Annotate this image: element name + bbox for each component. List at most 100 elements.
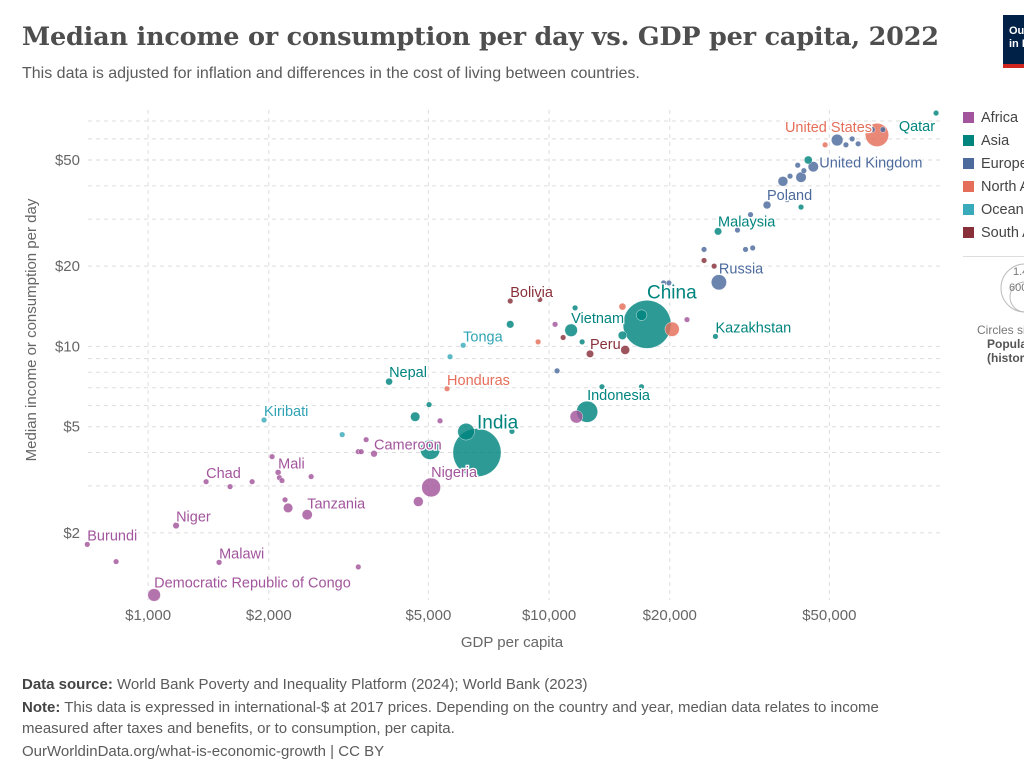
- data-point[interactable]: [113, 558, 120, 565]
- data-point[interactable]: [855, 140, 862, 147]
- data-point[interactable]: [278, 477, 285, 484]
- data-point[interactable]: [413, 496, 424, 507]
- data-point[interactable]: [457, 423, 475, 441]
- point-kiribati[interactable]: [261, 416, 268, 423]
- data-point[interactable]: [355, 563, 362, 570]
- y-tick-label: $2: [63, 525, 80, 542]
- data-point[interactable]: [552, 321, 559, 328]
- data-point[interactable]: [620, 345, 630, 355]
- data-point[interactable]: [447, 353, 454, 360]
- data-point[interactable]: [849, 135, 856, 142]
- data-point[interactable]: [684, 316, 691, 323]
- data-point[interactable]: [617, 330, 627, 340]
- data-point[interactable]: [665, 279, 672, 286]
- data-point[interactable]: [804, 155, 813, 165]
- data-point[interactable]: [831, 133, 844, 147]
- data-point[interactable]: [742, 246, 749, 253]
- data-point[interactable]: [756, 218, 763, 225]
- data-point[interactable]: [664, 321, 680, 337]
- point-niger[interactable]: [172, 522, 180, 530]
- data-point[interactable]: [794, 162, 801, 169]
- data-point[interactable]: [711, 263, 718, 270]
- data-point[interactable]: [283, 502, 294, 513]
- legend-item-asia[interactable]: Asia: [963, 129, 1024, 152]
- point-peru[interactable]: [586, 349, 594, 358]
- data-point[interactable]: [426, 401, 433, 408]
- chart-subtitle: This data is adjusted for inflation and …: [22, 65, 640, 82]
- data-point[interactable]: [420, 439, 441, 460]
- data-point[interactable]: [569, 410, 584, 424]
- point-malawi[interactable]: [216, 559, 223, 566]
- data-point[interactable]: [339, 431, 346, 438]
- point-label: Vietnam: [571, 311, 624, 327]
- data-point[interactable]: [618, 302, 627, 311]
- point-kazakhstan[interactable]: [712, 333, 719, 340]
- data-point[interactable]: [506, 320, 515, 329]
- data-point[interactable]: [572, 304, 579, 311]
- data-point[interactable]: [308, 473, 315, 480]
- data-point[interactable]: [282, 496, 289, 503]
- data-point[interactable]: [783, 196, 790, 203]
- point-label: Chad: [206, 466, 241, 482]
- data-point[interactable]: [269, 453, 276, 460]
- point-chad[interactable]: [203, 478, 210, 485]
- data-point[interactable]: [638, 383, 645, 390]
- data-point[interactable]: [579, 338, 586, 345]
- data-point[interactable]: [734, 227, 741, 234]
- data-point[interactable]: [363, 436, 370, 443]
- data-point[interactable]: [249, 478, 256, 485]
- point-poland[interactable]: [762, 200, 772, 210]
- data-point[interactable]: [636, 309, 648, 321]
- data-point[interactable]: [227, 483, 234, 490]
- legend-item-south-america[interactable]: South America: [963, 221, 1024, 244]
- data-point[interactable]: [798, 204, 805, 211]
- point-china[interactable]: [622, 300, 672, 349]
- point-tanzania[interactable]: [301, 509, 313, 521]
- data-point[interactable]: [869, 126, 876, 133]
- data-point[interactable]: [508, 428, 515, 435]
- data-point[interactable]: [358, 448, 365, 455]
- point-nepal[interactable]: [385, 377, 393, 386]
- point-malaysia[interactable]: [714, 227, 722, 236]
- point-india[interactable]: [452, 428, 502, 477]
- data-point[interactable]: [800, 167, 807, 174]
- point-honduras[interactable]: [444, 385, 451, 392]
- data-point[interactable]: [842, 141, 849, 148]
- data-point[interactable]: [822, 141, 829, 148]
- legend-item-oceania[interactable]: Oceania: [963, 198, 1024, 221]
- legend-item-africa[interactable]: Africa: [963, 106, 1024, 129]
- license-link[interactable]: | CC BY: [330, 743, 385, 760]
- point-tonga[interactable]: [460, 342, 467, 349]
- point-label: Malawi: [219, 547, 264, 563]
- data-point[interactable]: [598, 383, 605, 390]
- data-point[interactable]: [554, 367, 561, 374]
- data-point[interactable]: [535, 338, 542, 345]
- point-russia[interactable]: [711, 274, 727, 291]
- data-point[interactable]: [701, 257, 708, 264]
- point-united-kingdom[interactable]: [807, 161, 819, 173]
- data-point[interactable]: [879, 126, 886, 133]
- data-point[interactable]: [701, 246, 708, 253]
- data-point[interactable]: [777, 176, 789, 187]
- point-cameroon[interactable]: [370, 450, 378, 458]
- point-qatar[interactable]: [933, 110, 940, 117]
- data-point[interactable]: [536, 296, 543, 303]
- data-point[interactable]: [410, 411, 421, 422]
- point-nigeria[interactable]: [421, 477, 441, 498]
- data-point[interactable]: [747, 211, 754, 218]
- point-burundi[interactable]: [84, 541, 91, 548]
- data-point[interactable]: [437, 417, 444, 424]
- source-url-link[interactable]: OurWorldinData.org/what-is-economic-grow…: [22, 743, 326, 760]
- data-point[interactable]: [795, 171, 807, 183]
- legend-item-europe[interactable]: Europe: [963, 152, 1024, 175]
- x-tick-label: $50,000: [802, 607, 856, 624]
- data-point[interactable]: [749, 244, 756, 251]
- point-bolivia[interactable]: [507, 298, 514, 305]
- data-source: Data source: World Bank Poverty and Ineq…: [22, 676, 588, 693]
- point-democratic-republic-of-congo[interactable]: [147, 588, 161, 602]
- point-vietnam[interactable]: [564, 323, 578, 337]
- owid-logo[interactable]: Our World in Data: [1003, 15, 1024, 68]
- legend-item-north-america[interactable]: North America: [963, 175, 1024, 198]
- data-point[interactable]: [560, 334, 567, 341]
- data-point[interactable]: [787, 173, 794, 180]
